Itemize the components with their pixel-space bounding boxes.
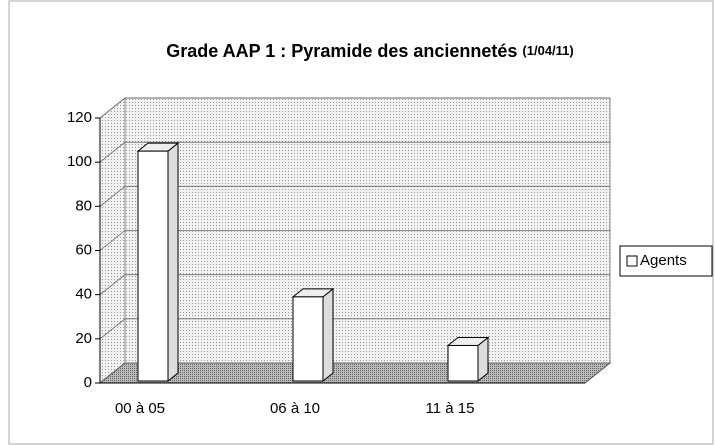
bar <box>136 142 180 383</box>
bar <box>446 336 490 383</box>
grid-line <box>99 318 610 340</box>
y-tick-label: 40 <box>75 286 92 303</box>
bar-front <box>292 296 324 382</box>
x-tick-label: 06 à 10 <box>270 400 320 417</box>
y-tick-label: 0 <box>84 374 92 391</box>
x-tick-label: 00 à 05 <box>115 400 165 417</box>
bar-front <box>447 344 479 382</box>
title-main: Grade AAP 1 : Pyramide des anciennetés <box>166 41 517 61</box>
grid-line <box>99 97 610 119</box>
y-tick-label: 60 <box>75 241 92 258</box>
y-tick-label: 80 <box>75 197 92 214</box>
y-tick-label: 100 <box>67 153 92 170</box>
bar-side <box>322 287 334 383</box>
bar <box>291 287 335 383</box>
legend-swatch <box>626 255 638 267</box>
bar-side <box>167 142 179 383</box>
chart-title: Grade AAP 1 : Pyramide des anciennetés (… <box>166 41 574 61</box>
grid-line <box>99 141 610 163</box>
grid-line <box>99 230 610 251</box>
chart-frame <box>8 0 714 445</box>
y-tick-label: 20 <box>75 330 92 347</box>
legend-label: Agents <box>640 252 687 269</box>
bar-front <box>137 150 169 382</box>
title-date: (1/04/11) <box>522 43 573 58</box>
grid-line <box>99 274 610 295</box>
y-tick-label: 120 <box>67 109 92 126</box>
x-tick-label: 11 à 15 <box>426 400 475 417</box>
grid-line <box>99 185 610 207</box>
